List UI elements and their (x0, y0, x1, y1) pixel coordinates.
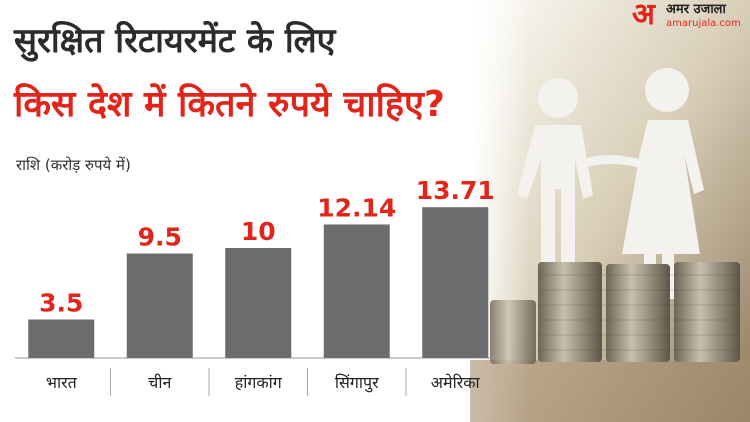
y-axis-label: राशि (करोड़ रुपये में) (16, 156, 131, 174)
value-label: 3.5 (39, 289, 83, 318)
bar (126, 253, 193, 358)
chart-subtitle: किस देश में कितने रुपये चाहिए? (13, 83, 445, 125)
chart-title: सुरक्षित रिटायरमेंट के लिए (13, 20, 337, 62)
value-label: 12.14 (317, 193, 396, 222)
bar (28, 319, 95, 358)
x-tick-label: सिंगापुर (335, 373, 379, 393)
logo-mark: अ (632, 0, 656, 32)
x-tick-label: भारत (46, 373, 78, 392)
bar (422, 207, 489, 358)
bar (225, 248, 292, 358)
value-label: 10 (241, 217, 276, 246)
logo-name: अमर उजाला (666, 2, 726, 17)
value-label: 9.5 (138, 223, 182, 252)
x-tick-label: चीन (148, 373, 172, 392)
bar (323, 224, 390, 358)
x-tick-label: हांगकांग (235, 373, 283, 392)
x-tick-label: अमेरिका (431, 373, 481, 392)
value-label: 13.71 (416, 176, 495, 205)
logo-site: amarujala.com (666, 18, 741, 29)
photo (470, 0, 750, 422)
